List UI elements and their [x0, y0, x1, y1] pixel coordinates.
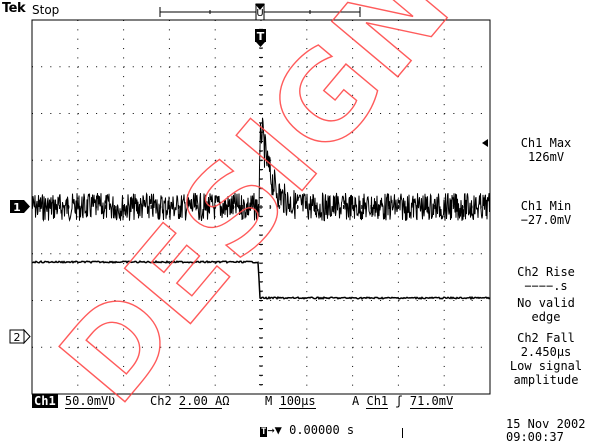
ch1-status[interactable]: Ch1 50.0mVƲ: [32, 394, 116, 409]
ch2-scale: 2.00 A: [178, 394, 223, 409]
trigger-level-arrow: [482, 139, 488, 147]
ch1-name: Ch1: [32, 394, 58, 408]
meas-3-note2: edge: [531, 310, 561, 324]
trigger-slope-icon: ʃ: [395, 394, 403, 408]
trigger-level: 71.0mV: [409, 394, 454, 409]
arrow-icon: →▼: [267, 423, 282, 437]
svg-text:1: 1: [13, 201, 21, 214]
trigger-status[interactable]: A Ch1 ʃ 71.0mV: [352, 394, 454, 409]
ch2-coupling-icon: Ω: [222, 394, 230, 408]
position-value: 0.00000 s: [289, 423, 355, 437]
trigger-marker-label: T: [257, 30, 265, 43]
meas-2-value: −27.0mV: [520, 213, 572, 227]
meas-3-note1: No valid: [517, 296, 575, 310]
timebase-value: 100µs: [279, 394, 316, 409]
tek-brand-label: Tek: [2, 1, 26, 16]
ch1-coupling-icon: Ʋ: [108, 394, 116, 408]
meas-1-label: Ch1 Max: [520, 136, 572, 150]
timebase-status[interactable]: M 100µs: [265, 394, 316, 409]
meas-1-value: 126mV: [527, 150, 565, 164]
ch1-marker[interactable]: 1: [10, 200, 30, 214]
ch1-waveform: [31, 117, 491, 223]
trigger-position-marker: T: [255, 29, 266, 47]
record-trigger-marker: U: [256, 8, 263, 19]
timebase-label: M: [265, 394, 273, 408]
meas-4-label: Ch2 Fall: [517, 331, 575, 345]
time-label: 09:00:37: [506, 430, 564, 444]
meas-3-label: Ch2 Rise: [517, 265, 575, 279]
footer-divider: [402, 428, 403, 438]
ch2-name: Ch2: [150, 394, 172, 408]
svg-text:2: 2: [14, 331, 21, 344]
meas-4-note1: Low signal: [509, 359, 583, 373]
meas-2-label: Ch1 Min: [520, 199, 572, 213]
trigger-source: Ch1: [366, 394, 389, 409]
ch2-status[interactable]: Ch2 2.00 AΩ: [150, 394, 230, 409]
meas-3-value: −−−−.s: [524, 279, 568, 293]
ch1-scale: 50.0mV: [64, 394, 109, 409]
meas-4-value: 2.450µs: [520, 345, 572, 359]
trigger-mode: A: [352, 394, 360, 408]
ch2-waveform: [32, 260, 491, 301]
trigger-small-icon: T: [260, 427, 268, 437]
horizontal-position[interactable]: T→▼ 0.00000 s: [260, 423, 354, 437]
acquisition-state: Stop: [32, 3, 60, 17]
date-label: 15 Nov 2002: [506, 417, 586, 431]
ch2-marker[interactable]: 2: [9, 328, 31, 345]
meas-4-note2: amplitude: [513, 373, 579, 387]
